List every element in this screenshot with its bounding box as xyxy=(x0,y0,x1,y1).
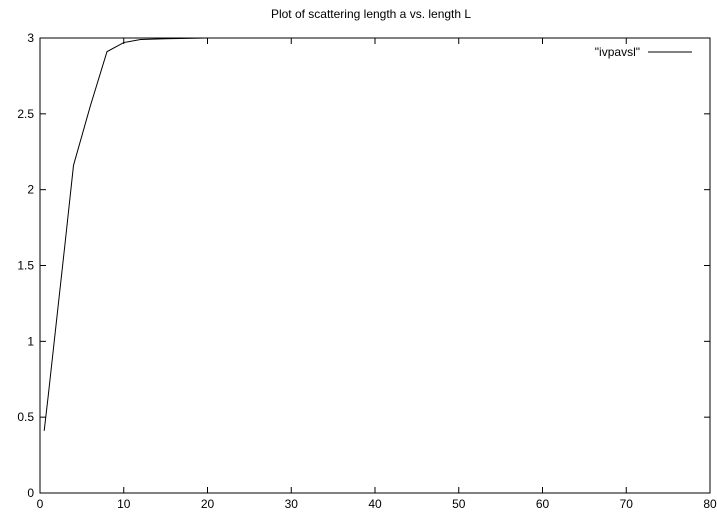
y-tick-label: 0 xyxy=(27,486,34,500)
y-tick-label: 0.5 xyxy=(17,410,34,424)
x-tick-label: 30 xyxy=(285,497,299,511)
x-tick-label: 60 xyxy=(536,497,550,511)
series-line xyxy=(43,37,710,431)
plot-area-border xyxy=(39,37,711,494)
x-tick-label: 10 xyxy=(117,497,131,511)
x-tick-label: 0 xyxy=(37,497,44,511)
y-tick-label: 1.5 xyxy=(17,259,34,273)
y-tick-label: 3 xyxy=(27,31,34,45)
y-tick-label: 2.5 xyxy=(17,107,34,121)
y-tick-label: 2 xyxy=(27,183,34,197)
legend-label: "ivpavsl" xyxy=(595,45,640,59)
x-tick-label: 50 xyxy=(452,497,466,511)
chart-title: Plot of scattering length a vs. length L xyxy=(271,7,471,21)
y-tick-label: 1 xyxy=(27,334,34,348)
x-tick-label: 40 xyxy=(368,497,382,511)
x-tick-label: 70 xyxy=(620,497,634,511)
x-tick-label: 20 xyxy=(201,497,215,511)
x-tick-label: 80 xyxy=(703,497,717,511)
